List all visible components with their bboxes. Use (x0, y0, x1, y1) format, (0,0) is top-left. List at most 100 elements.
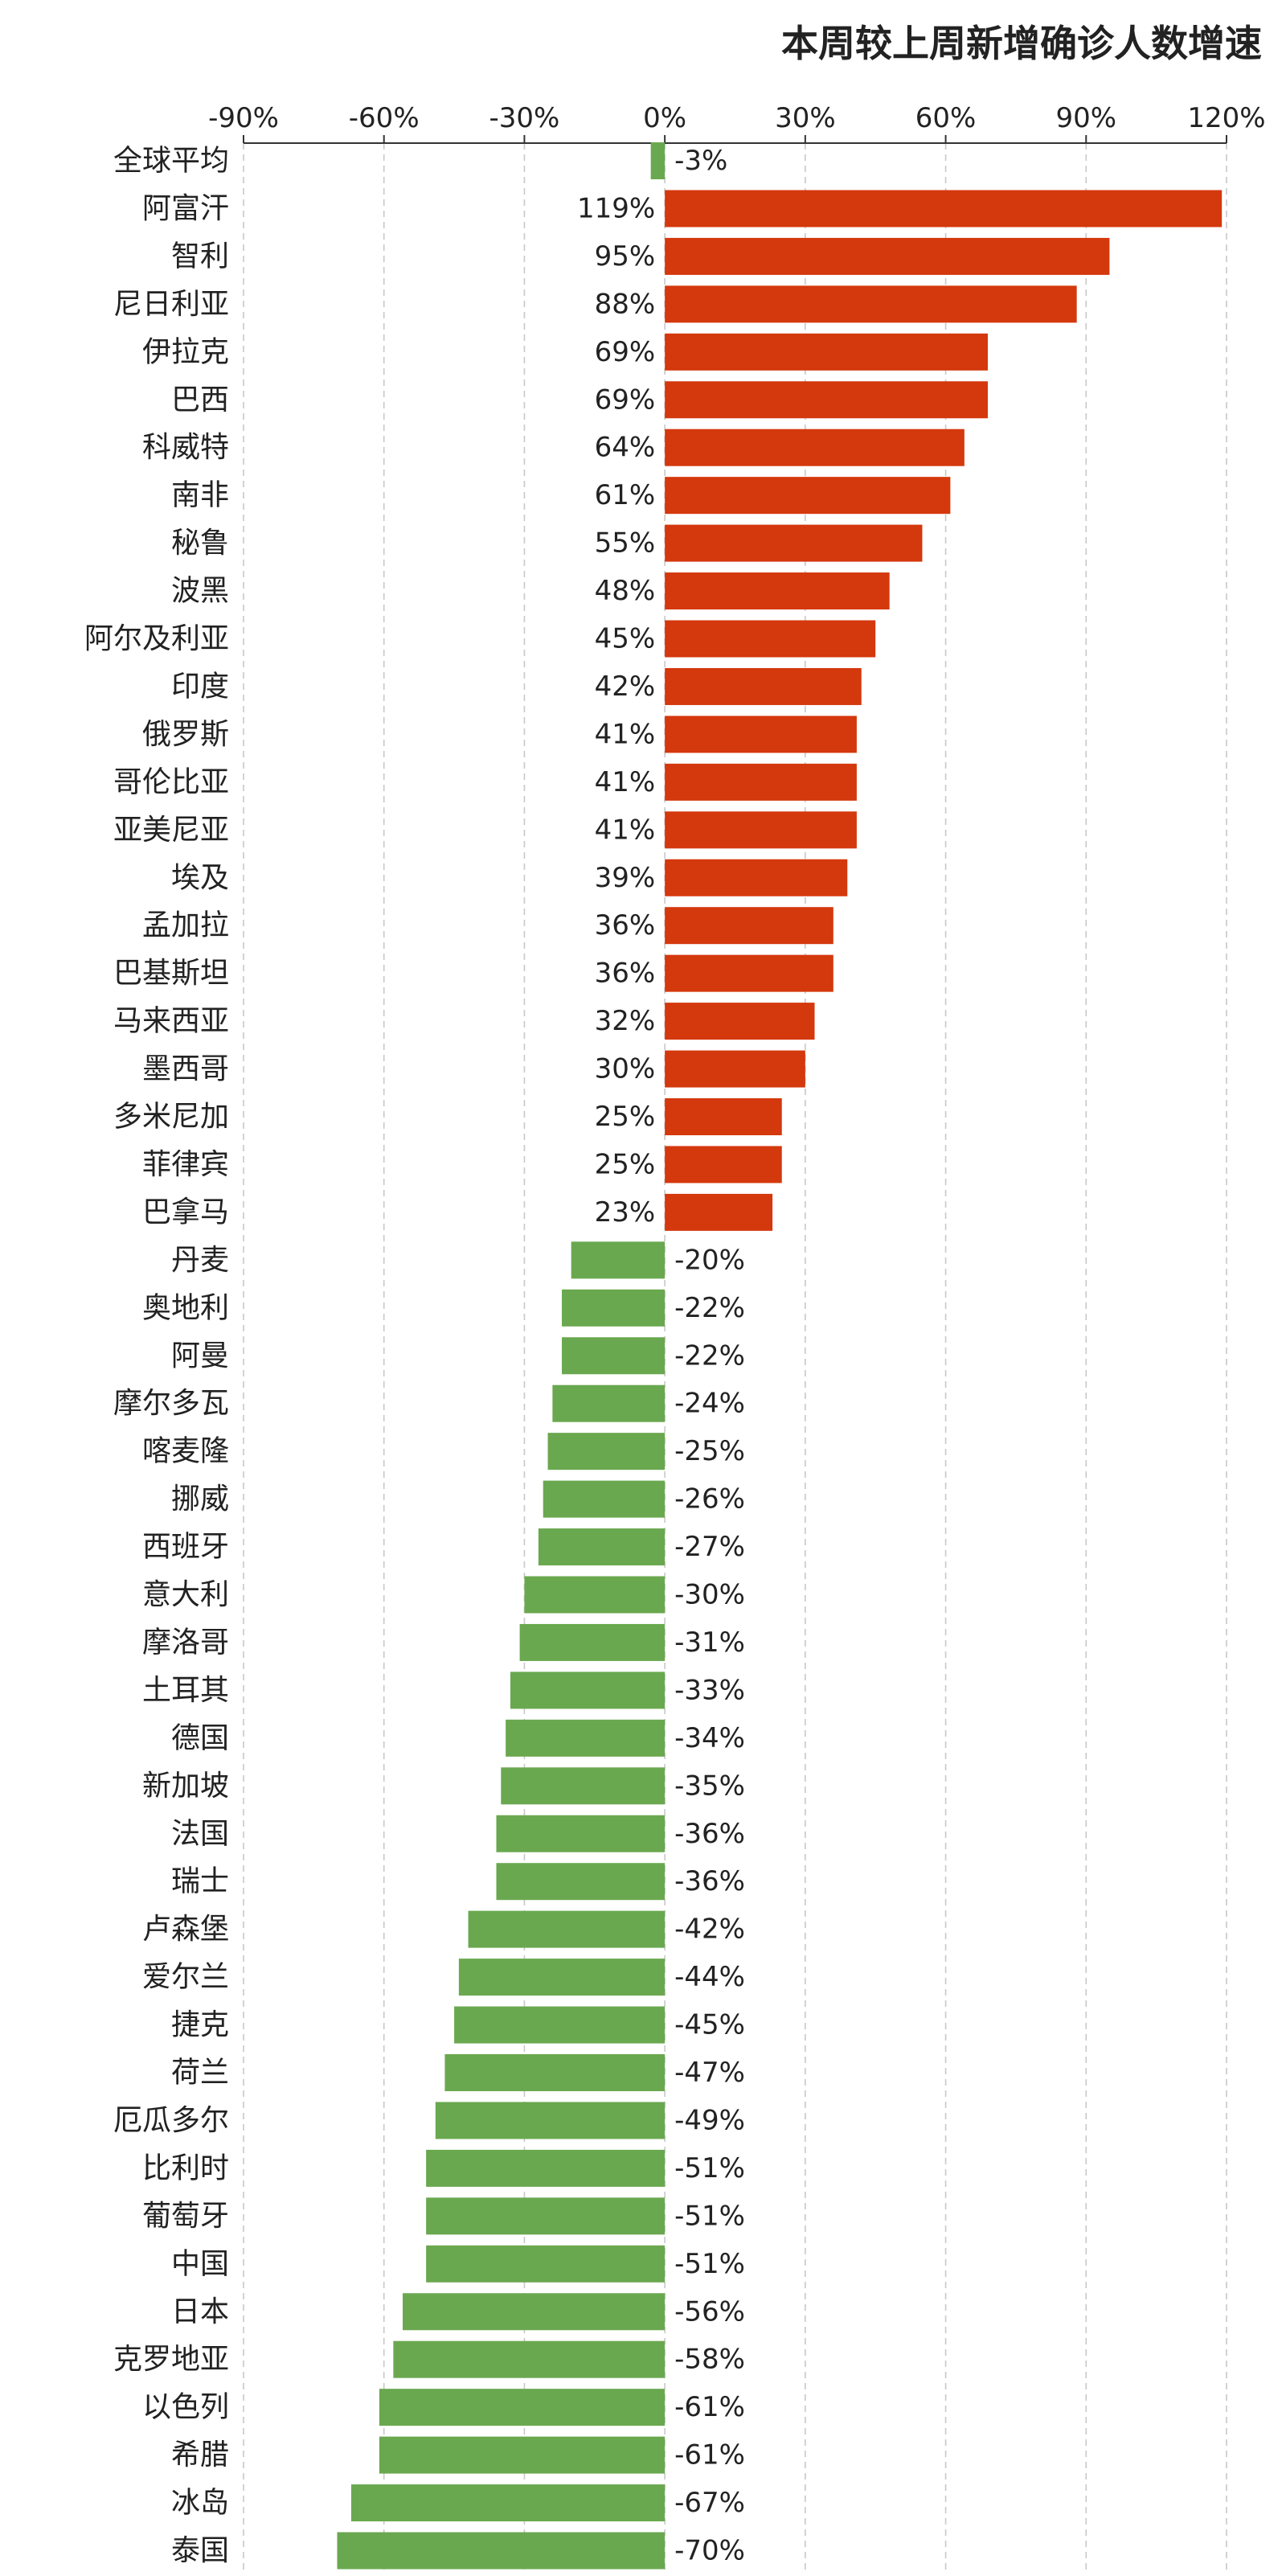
category-label: 新加坡 (142, 1770, 229, 1803)
category-label: 中国 (171, 2247, 229, 2280)
data-label: -34% (674, 1722, 745, 1754)
category-label: 丹麦 (171, 1244, 229, 1277)
category-label: 巴拿马 (142, 1196, 229, 1229)
data-label: 61% (595, 479, 656, 511)
bar (665, 285, 1077, 323)
data-label: 32% (595, 1005, 656, 1037)
category-label: 法国 (171, 1817, 229, 1850)
category-label: 秘鲁 (171, 527, 229, 560)
x-tick-label: -90% (208, 102, 279, 134)
category-label: 奥地利 (142, 1291, 229, 1324)
bar (665, 1098, 782, 1135)
bar (562, 1289, 666, 1327)
category-label: 厄瓜多尔 (113, 2104, 229, 2137)
data-label: 23% (595, 1196, 656, 1229)
bar (468, 1910, 666, 1948)
data-label: 36% (595, 909, 656, 941)
bar (426, 2197, 666, 2235)
bar (665, 1193, 773, 1231)
category-label: 俄罗斯 (142, 718, 229, 751)
category-label: 日本 (171, 2295, 229, 2328)
x-tick-label: -30% (489, 102, 560, 134)
bar (444, 2054, 666, 2091)
bar (650, 142, 666, 179)
category-label: 摩洛哥 (142, 1626, 229, 1659)
category-label: 墨西哥 (142, 1052, 229, 1085)
category-label: 卢森堡 (142, 1913, 229, 1946)
category-label: 印度 (171, 670, 229, 703)
data-label: -45% (674, 2009, 745, 2041)
data-label: -44% (674, 1961, 745, 1993)
data-label: 48% (595, 575, 656, 607)
data-label: 41% (595, 718, 656, 750)
data-label: 55% (595, 527, 656, 560)
x-tick-label: 0% (643, 102, 686, 134)
category-label: 意大利 (142, 1578, 229, 1611)
category-label: 巴基斯坦 (113, 957, 229, 990)
bar (665, 333, 988, 371)
category-label: 孟加拉 (142, 909, 229, 942)
data-label: -61% (674, 2439, 745, 2471)
category-label: 荷兰 (171, 2057, 229, 2090)
category-label: 德国 (171, 1721, 229, 1754)
category-label: 巴西 (171, 384, 229, 416)
bar (538, 1528, 666, 1566)
data-label: -61% (674, 2391, 745, 2423)
bar (665, 907, 833, 945)
bar (496, 1863, 666, 1901)
data-label: -33% (674, 1674, 745, 1706)
category-label: 南非 (171, 479, 229, 512)
category-label: 克罗地亚 (113, 2343, 229, 2376)
category-label: 阿尔及利亚 (84, 622, 229, 655)
data-label: -22% (674, 1292, 745, 1324)
bar (562, 1337, 666, 1375)
data-label: 69% (595, 336, 656, 368)
data-label: 69% (595, 384, 656, 416)
category-label: 爱尔兰 (142, 1961, 229, 1994)
category-label: 摩尔多瓦 (113, 1387, 229, 1420)
bar (496, 1815, 666, 1852)
bar (519, 1623, 666, 1661)
data-label: -49% (674, 2104, 745, 2136)
data-label: -36% (674, 1818, 745, 1850)
data-label: -31% (674, 1626, 745, 1659)
category-label: 瑞士 (171, 1865, 229, 1898)
data-label: 39% (595, 862, 656, 894)
data-label: -56% (674, 2295, 745, 2328)
category-label: 葡萄牙 (142, 2200, 229, 2233)
data-label: 88% (595, 288, 656, 320)
data-label: 64% (595, 432, 656, 464)
data-label: -30% (674, 1579, 745, 1611)
bar (435, 2102, 666, 2139)
bar (393, 2340, 666, 2378)
bar (510, 1672, 666, 1709)
bar (665, 477, 951, 515)
bar (501, 1767, 666, 1805)
data-label: -27% (674, 1531, 745, 1563)
bar (665, 429, 964, 466)
data-label: 45% (595, 623, 656, 655)
data-label: -42% (674, 1914, 745, 1946)
bar (665, 381, 988, 419)
bar (543, 1480, 666, 1518)
data-label: -51% (674, 2152, 745, 2184)
bar (506, 1719, 666, 1757)
data-label: -20% (674, 1244, 745, 1276)
data-label: 36% (595, 958, 656, 990)
data-label: -70% (674, 2535, 745, 2567)
category-label: 多米尼加 (113, 1101, 229, 1134)
bar (350, 2484, 666, 2522)
data-label: -26% (674, 1483, 745, 1516)
data-label: -47% (674, 2057, 745, 2089)
category-label: 菲律宾 (142, 1148, 229, 1181)
category-label: 马来西亚 (113, 1005, 229, 1038)
bar (524, 1576, 666, 1614)
bar (665, 620, 876, 658)
category-label: 阿富汗 (142, 192, 229, 225)
bar (665, 237, 1110, 275)
category-label: 智利 (171, 240, 229, 273)
x-tick-label: -60% (349, 102, 420, 134)
data-label: 42% (595, 671, 656, 703)
bar (665, 716, 857, 753)
